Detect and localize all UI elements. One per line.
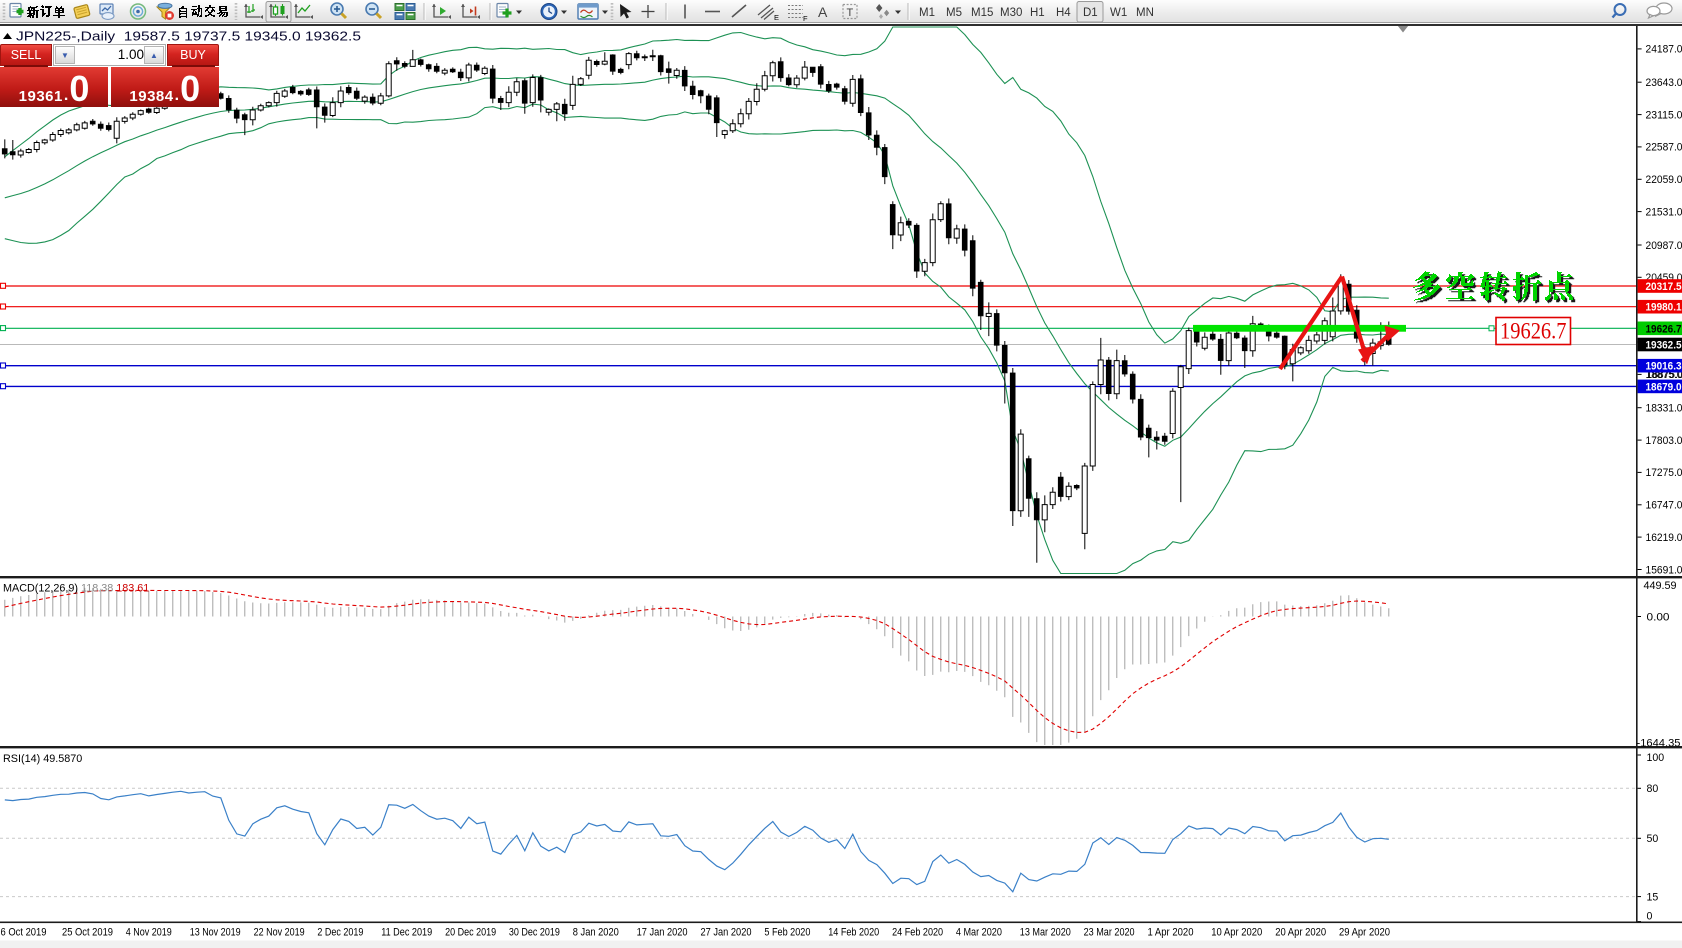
svg-text:19626.7: 19626.7 xyxy=(1500,319,1567,345)
svg-text:19016.3: 19016.3 xyxy=(1646,361,1682,373)
svg-text:24 Feb 2020: 24 Feb 2020 xyxy=(892,927,943,939)
svg-text:F: F xyxy=(803,14,808,23)
svg-text:H4: H4 xyxy=(1056,7,1071,19)
svg-text:JPN225-,Daily 19587.5 19737.5: JPN225-,Daily 19587.5 19737.5 19345.0 19… xyxy=(16,29,361,44)
svg-text:16747.0: 16747.0 xyxy=(1646,500,1682,512)
svg-text:29 Apr 2020: 29 Apr 2020 xyxy=(1339,927,1390,939)
svg-text:20317.5: 20317.5 xyxy=(1646,281,1682,293)
svg-text:2 Dec 2019: 2 Dec 2019 xyxy=(317,927,363,939)
svg-text:23115.0: 23115.0 xyxy=(1646,109,1682,121)
svg-text:6 Oct 2019: 6 Oct 2019 xyxy=(1,927,47,939)
svg-text:18679.0: 18679.0 xyxy=(1646,381,1682,393)
svg-text:22059.0: 22059.0 xyxy=(1646,174,1682,186)
svg-text:A: A xyxy=(818,4,828,20)
svg-text:M1: M1 xyxy=(919,7,935,19)
svg-text:5 Feb 2020: 5 Feb 2020 xyxy=(764,927,810,939)
svg-text:15691.0: 15691.0 xyxy=(1646,564,1682,576)
svg-text:27 Jan 2020: 27 Jan 2020 xyxy=(701,927,752,939)
svg-text:M15: M15 xyxy=(971,7,993,19)
svg-text:13 Mar 2020: 13 Mar 2020 xyxy=(1020,927,1071,939)
svg-text:14 Feb 2020: 14 Feb 2020 xyxy=(828,927,879,939)
svg-text:13 Nov 2019: 13 Nov 2019 xyxy=(190,927,241,939)
svg-text:M5: M5 xyxy=(946,7,962,19)
svg-text:19980.1: 19980.1 xyxy=(1646,302,1682,314)
svg-text:17275.0: 17275.0 xyxy=(1646,467,1682,479)
svg-text:8 Jan 2020: 8 Jan 2020 xyxy=(573,927,619,939)
svg-text:21531.0: 21531.0 xyxy=(1646,206,1682,218)
svg-text:1 Apr 2020: 1 Apr 2020 xyxy=(1148,927,1194,939)
svg-text:23 Mar 2020: 23 Mar 2020 xyxy=(1084,927,1135,939)
svg-text:18331.0: 18331.0 xyxy=(1646,403,1682,415)
svg-text:4 Mar 2020: 4 Mar 2020 xyxy=(956,927,1002,939)
svg-text:10 Apr 2020: 10 Apr 2020 xyxy=(1211,927,1262,939)
svg-text:MACD(12,26,9) 118.38 183.61: MACD(12,26,9) 118.38 183.61 xyxy=(3,583,149,595)
svg-text:24187.0: 24187.0 xyxy=(1646,44,1682,56)
svg-text:25 Oct 2019: 25 Oct 2019 xyxy=(62,927,113,939)
svg-text:0.00: 0.00 xyxy=(1647,612,1670,624)
svg-text:H1: H1 xyxy=(1030,7,1045,19)
svg-text:17 Jan 2020: 17 Jan 2020 xyxy=(637,927,688,939)
svg-text:11 Dec 2019: 11 Dec 2019 xyxy=(381,927,432,939)
svg-text:20 Dec 2019: 20 Dec 2019 xyxy=(445,927,496,939)
svg-text:D1: D1 xyxy=(1083,7,1098,19)
svg-text:RSI(14) 49.5870: RSI(14) 49.5870 xyxy=(3,753,82,765)
svg-text:W1: W1 xyxy=(1110,7,1127,19)
svg-text:M30: M30 xyxy=(1000,7,1022,19)
svg-text:22587.0: 22587.0 xyxy=(1646,142,1682,154)
svg-text:22 Nov 2019: 22 Nov 2019 xyxy=(254,927,305,939)
svg-text:23643.0: 23643.0 xyxy=(1646,77,1682,89)
svg-text:4 Nov 2019: 4 Nov 2019 xyxy=(126,927,172,939)
svg-text:100: 100 xyxy=(1647,752,1665,764)
svg-text:449.59: 449.59 xyxy=(1644,580,1677,592)
svg-text:19362.5: 19362.5 xyxy=(1646,340,1682,352)
svg-text:0: 0 xyxy=(1647,910,1653,922)
svg-text:20 Apr 2020: 20 Apr 2020 xyxy=(1275,927,1326,939)
svg-text:15: 15 xyxy=(1647,891,1659,903)
svg-text:MN: MN xyxy=(1136,7,1154,19)
svg-text:30 Dec 2019: 30 Dec 2019 xyxy=(509,927,560,939)
svg-text:20987.0: 20987.0 xyxy=(1646,240,1682,252)
svg-text:-1644.35: -1644.35 xyxy=(1637,738,1681,750)
svg-text:16219.0: 16219.0 xyxy=(1646,532,1682,544)
svg-text:50: 50 xyxy=(1647,833,1659,845)
svg-text:E: E xyxy=(774,13,779,22)
svg-text:80: 80 xyxy=(1647,783,1659,795)
svg-text:19626.7: 19626.7 xyxy=(1646,323,1682,335)
svg-text:17803.0: 17803.0 xyxy=(1646,435,1682,447)
svg-text:T: T xyxy=(847,7,854,19)
